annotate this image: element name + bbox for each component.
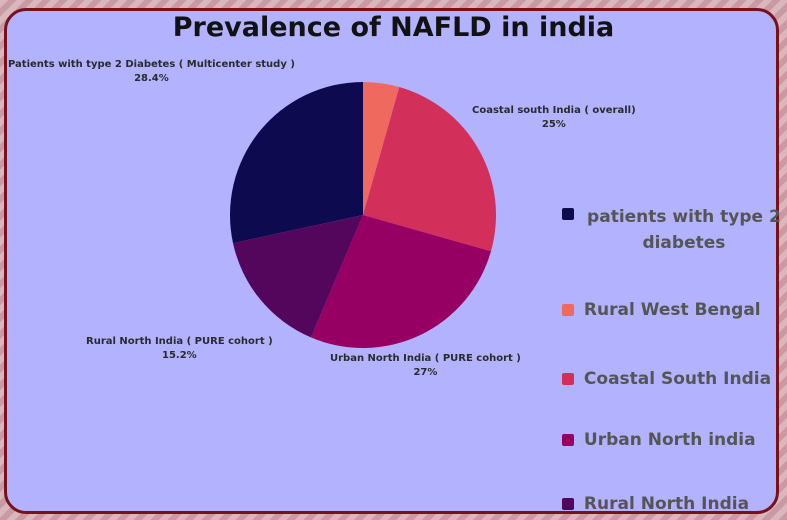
slice-label-rural-north-name: Rural North India ( PURE cohort )	[86, 336, 273, 347]
slice-label-diabetes-value: 28.4%	[134, 73, 169, 84]
legend-item-rural-west-bengal: Rural West Bengal	[562, 300, 761, 320]
slice-label-rural-north-value: 15.2%	[161, 350, 197, 361]
legend-label-rural-north-india: Rural North India	[583, 494, 750, 514]
legend-item-diabetes: patients with type 2 diabetes	[562, 204, 787, 256]
slice-rural-north-india	[233, 215, 363, 338]
legend-item-urban-north-india: Urban North india	[562, 430, 756, 450]
legend-label-urban-north-india: Urban North india	[583, 430, 756, 450]
slice-rural-west-bengal	[363, 82, 400, 215]
slice-label-coastal-name: Coastal south India ( overall)	[472, 105, 636, 116]
slice-label-rural-north: Rural North India ( PURE cohort ) 15.2%	[86, 335, 273, 363]
legend-swatch-coastal-south-india	[562, 373, 574, 385]
slice-label-urban-value: 27%	[413, 367, 438, 378]
slice-label-coastal-value: 25%	[541, 119, 566, 130]
slice-coastal-south-india	[363, 87, 496, 252]
legend-swatch-urban-north-india	[562, 434, 574, 446]
slice-label-urban: Urban North India ( PURE cohort ) 27%	[330, 352, 521, 380]
legend-swatch-rural-west-bengal	[562, 304, 574, 316]
slice-diabetes	[230, 82, 363, 244]
legend-item-rural-north-india: Rural North India	[562, 494, 749, 514]
legend-label-diabetes: patients with type 2 diabetes	[587, 207, 781, 253]
chart-title: Prevalence of NAFLD in india	[172, 12, 615, 43]
slice-label-urban-name: Urban North India ( PURE cohort )	[330, 353, 521, 364]
legend-swatch-diabetes	[562, 208, 574, 220]
legend-label-coastal-south-india: Coastal South India	[583, 369, 772, 389]
legend-label-rural-west-bengal: Rural West Bengal	[583, 300, 761, 320]
slice-urban-north-india	[310, 215, 491, 348]
slice-label-coastal: Coastal south India ( overall) 25%	[472, 104, 636, 132]
legend-item-coastal-south-india: Coastal South India	[562, 369, 771, 389]
slice-label-diabetes: Patients with type 2 Diabetes ( Multicen…	[8, 58, 295, 86]
legend-swatch-rural-north-india	[562, 498, 574, 510]
slice-label-diabetes-name: Patients with type 2 Diabetes ( Multicen…	[8, 59, 295, 70]
